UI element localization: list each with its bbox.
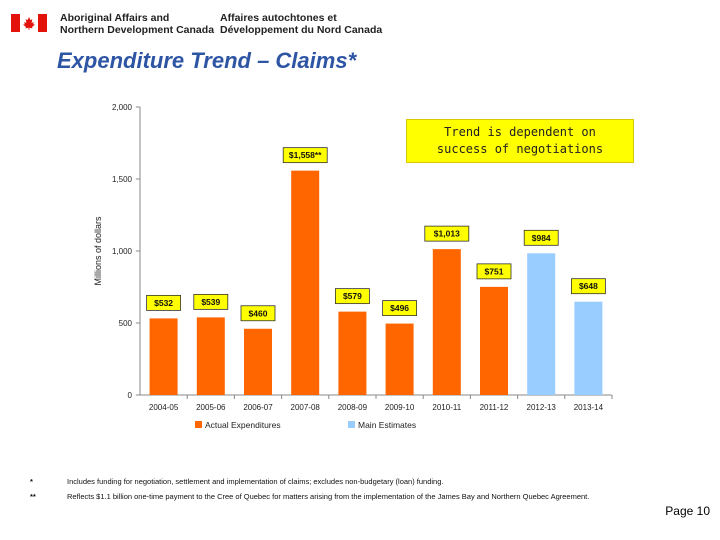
page-number: Page 10: [665, 504, 710, 518]
footnote-2-mark: **: [30, 492, 36, 501]
x-tick-label: 2007-08: [291, 403, 321, 412]
data-label: $648: [579, 281, 598, 291]
x-tick-label: 2004-05: [149, 403, 179, 412]
data-label-box: [571, 278, 606, 295]
department-fr-line2: Développement du Nord Canada: [220, 24, 383, 36]
y-tick-label: 1,500: [112, 175, 133, 184]
negotiation-callout: Trend is dependent on success of negotia…: [406, 119, 634, 163]
data-label: $1,558**: [289, 150, 322, 160]
data-label: $751: [485, 266, 504, 276]
department-en-line1: Aboriginal Affairs and: [60, 12, 170, 24]
bar: [149, 318, 178, 395]
y-axis-title: Millions of dollars: [93, 216, 103, 286]
canada-flag-icon: [11, 14, 47, 32]
legend-label: Main Estimates: [358, 420, 416, 430]
data-label-box: [146, 294, 182, 311]
footnote-1-text: Includes funding for negotiation, settle…: [67, 477, 444, 486]
data-label-box: [193, 293, 229, 310]
data-label: $579: [343, 291, 362, 301]
data-label-box: [476, 263, 512, 280]
legend-swatch: [348, 421, 355, 428]
y-tick-label: 1,000: [112, 247, 133, 256]
footnote-1-mark: *: [30, 477, 33, 486]
bar: [527, 253, 556, 395]
data-label: $496: [390, 303, 409, 313]
data-label: $532: [154, 298, 173, 308]
x-tick-label: 2010-11: [432, 403, 461, 412]
footnote-2-text: Reflects $1.1 billion one-time payment t…: [67, 492, 590, 501]
footnote-2: ** Reflects $1.1 billion one-time payment…: [30, 489, 715, 504]
legend-label: Actual Expenditures: [205, 420, 281, 430]
bar: [432, 249, 461, 395]
bar: [291, 170, 320, 395]
bar: [385, 323, 414, 395]
bar: [480, 286, 508, 395]
x-tick-label: 2013-14: [574, 403, 604, 412]
callout-line1: Trend is dependent on: [444, 125, 596, 139]
data-label-box: [334, 288, 370, 305]
y-tick-label: 2,000: [112, 103, 133, 112]
x-tick-label: 2012-13: [527, 403, 557, 412]
footnotes: * Includes funding for negotiation, settl…: [30, 474, 715, 504]
department-fr-line1: Affaires autochtones et: [220, 12, 337, 24]
x-tick-label: 2008-09: [338, 403, 368, 412]
x-tick-label: 2005-06: [196, 403, 226, 412]
department-name-english: Aboriginal Affairs and Northern Developm…: [60, 12, 214, 36]
bar: [338, 311, 367, 395]
data-label-box: [240, 305, 276, 322]
data-label-box: [382, 300, 418, 316]
slide-title: Expenditure Trend – Claims*: [57, 48, 357, 73]
x-tick-label: 2011-12: [480, 403, 509, 412]
data-label: $539: [201, 297, 220, 307]
bar: [196, 317, 225, 395]
x-tick-label: 2006-07: [243, 403, 273, 412]
data-label-box: [282, 147, 328, 164]
bar: [574, 301, 603, 395]
bar: [244, 328, 272, 395]
footnote-1: * Includes funding for negotiation, settl…: [30, 474, 715, 489]
callout-line2: success of negotiations: [436, 142, 604, 156]
data-label: $1,013: [434, 229, 460, 239]
legend-swatch: [195, 421, 202, 428]
y-tick-label: 500: [119, 319, 133, 328]
y-tick-label: 0: [128, 391, 133, 400]
header: Aboriginal Affairs and Northern Developm…: [0, 0, 720, 40]
department-name-french: Affaires autochtones et Développement du…: [220, 12, 382, 36]
x-tick-label: 2009-10: [385, 403, 415, 412]
data-label-box: [523, 229, 559, 246]
data-label-box: [424, 225, 470, 242]
department-en-line2: Northern Development Canada: [60, 24, 215, 36]
data-label: $460: [249, 308, 268, 318]
data-label: $984: [532, 233, 551, 243]
